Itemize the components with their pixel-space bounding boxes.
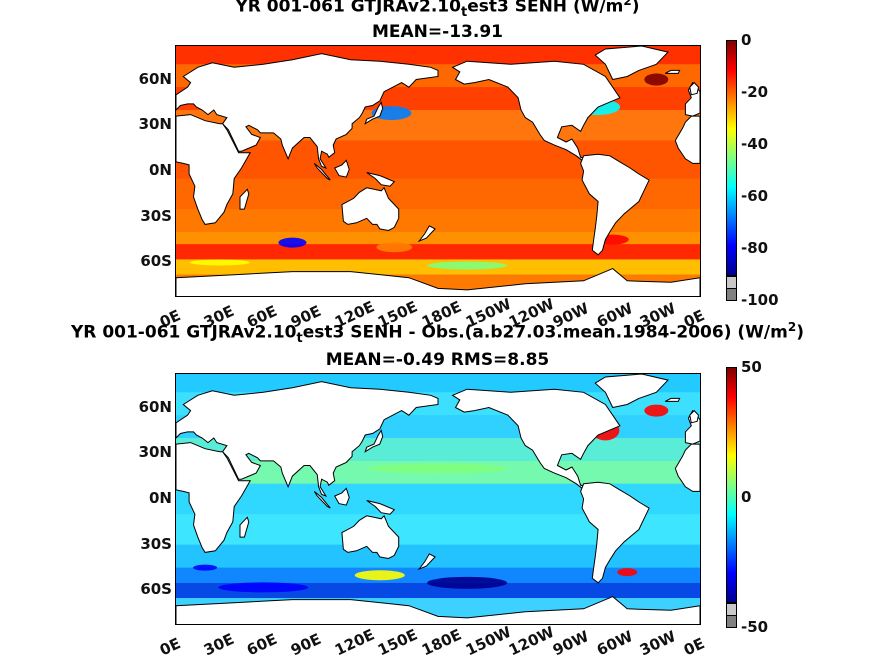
colorbar-tick-label: -80 bbox=[741, 239, 769, 257]
lon-label: 150E bbox=[375, 625, 421, 659]
lon-label: 90W bbox=[550, 627, 592, 659]
panel1-title-line1: YR 001-061 GTJRAv2.10test3 SENH (W/m2) bbox=[235, 0, 640, 21]
colorbar-tick-label: -100 bbox=[741, 291, 779, 309]
lon-label: 120W bbox=[506, 622, 558, 659]
panel1-colorbar bbox=[726, 40, 737, 276]
panel1-title-line2: MEAN=-13.91 bbox=[372, 22, 503, 42]
lat-label: 30S bbox=[140, 534, 172, 553]
lon-label: 180E bbox=[419, 625, 465, 659]
lat-label: 30S bbox=[140, 206, 172, 225]
lat-label: 60S bbox=[140, 580, 172, 599]
panel2-colorbar bbox=[726, 367, 737, 603]
lon-label: 30E bbox=[200, 629, 237, 659]
lon-label: 90E bbox=[288, 629, 324, 659]
lat-label: 60S bbox=[140, 252, 172, 271]
lon-label: 150W bbox=[462, 622, 514, 659]
colorbar-tick-label: -60 bbox=[741, 187, 769, 205]
colorbar-missing-swatch bbox=[726, 615, 737, 628]
panel2-title-line1: YR 001-061 GTJRAv2.10test3 SENH - Obs.(a… bbox=[71, 320, 804, 347]
colorbar-tick-label: -20 bbox=[741, 83, 769, 101]
panel1-map bbox=[175, 45, 701, 297]
panel2-title-line2: MEAN=-0.49 RMS=8.85 bbox=[325, 350, 550, 370]
colorbar-tick-label: 0 bbox=[741, 31, 752, 49]
lon-label: 120E bbox=[331, 625, 377, 659]
panel1-map-svg bbox=[176, 46, 700, 296]
lat-label: 0N bbox=[149, 161, 172, 179]
colorbar-tick-label: 0 bbox=[741, 488, 752, 506]
lon-label: 60E bbox=[244, 629, 281, 659]
lat-label: 60N bbox=[138, 69, 172, 88]
lat-label: 0N bbox=[149, 489, 172, 507]
lon-label: 0E bbox=[157, 634, 184, 659]
colorbar-tick-label: -50 bbox=[741, 618, 769, 636]
colorbar-missing-swatch bbox=[726, 288, 737, 301]
colorbar-tick-label: -40 bbox=[741, 135, 769, 153]
lon-label: 30W bbox=[637, 627, 679, 659]
panel2-map bbox=[175, 373, 701, 625]
lat-label: 30N bbox=[138, 115, 172, 134]
panel2-map-svg bbox=[176, 374, 700, 624]
lat-label: 30N bbox=[138, 443, 172, 462]
lon-label: 60W bbox=[593, 627, 636, 659]
lon-label: 0E bbox=[681, 634, 708, 659]
lat-label: 60N bbox=[138, 397, 172, 416]
colorbar-tick-label: 50 bbox=[741, 358, 762, 376]
